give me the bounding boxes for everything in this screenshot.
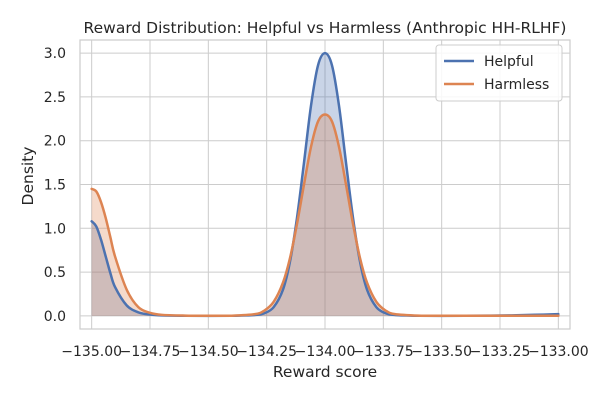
density-areas [91, 53, 559, 316]
x-tick-label: −133.75 [353, 344, 414, 360]
x-tick-label: −134.50 [178, 344, 239, 360]
y-tick-label: 2.5 [44, 90, 66, 106]
y-axis-title: Density [19, 147, 37, 206]
x-tick-label: −133.25 [470, 344, 531, 360]
legend-label-harmless: Harmless [484, 77, 549, 93]
legend: Helpful Harmless [435, 44, 563, 102]
y-tick-label: 1.5 [44, 178, 66, 194]
x-tick-label: −134.75 [120, 344, 181, 360]
y-tick-label: 0.0 [44, 309, 66, 325]
y-tick-label: 3.0 [44, 46, 66, 62]
density-lines [90, 51, 560, 318]
legend-box [435, 44, 563, 102]
y-tick-labels: 0.0 0.5 1.0 1.5 2.0 2.5 3.0 [44, 46, 66, 325]
area-harmless [91, 114, 559, 316]
line-harmless [90, 113, 560, 318]
legend-label-helpful: Helpful [484, 54, 534, 70]
x-tick-label: −134.25 [236, 344, 297, 360]
chart-title: Reward Distribution: Helpful vs Harmless… [84, 19, 567, 37]
plot-frame [79, 39, 571, 330]
x-axis-title: Reward score [273, 363, 377, 381]
y-tick-label: 1.0 [44, 221, 66, 237]
x-tick-label: −133.00 [528, 344, 589, 360]
y-tick-label: 2.0 [44, 134, 66, 150]
x-tick-label: −135.00 [61, 344, 122, 360]
x-tick-labels: −135.00−134.75−134.50−134.25−134.00−133.… [61, 344, 588, 360]
y-tick-label: 0.5 [44, 265, 66, 281]
x-tick-label: −134.00 [295, 344, 356, 360]
x-tick-label: −133.50 [411, 344, 472, 360]
area-helpful [91, 53, 559, 316]
